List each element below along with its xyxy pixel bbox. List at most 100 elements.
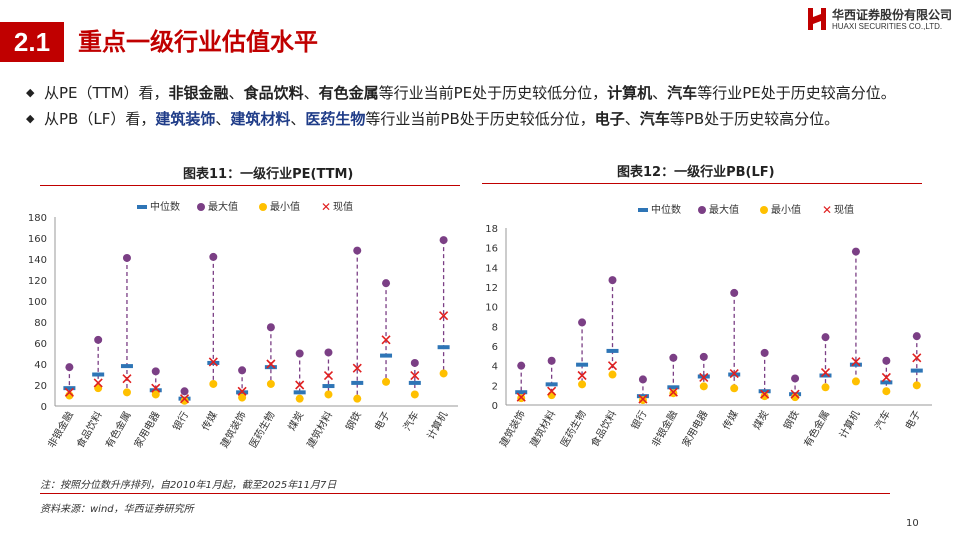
median-mark (849, 362, 862, 367)
summary-bullets: ◆ 从PE（TTM）看，非银金融、食品饮料、有色金属等行业当前PE处于历史较低分位… (26, 80, 956, 132)
bullet-diamond-icon: ◆ (26, 86, 35, 99)
section-number: 2.1 (0, 22, 64, 62)
current-point (237, 386, 247, 396)
current-point (607, 361, 618, 371)
max-point (353, 246, 362, 255)
max-point (638, 375, 647, 384)
max-point (578, 318, 587, 327)
bullet-text-run: 从PB（LF）看， (44, 110, 156, 128)
median-mark (149, 388, 162, 393)
max-point (547, 356, 556, 365)
bullet-pe: ◆ 从PE（TTM）看，非银金融、食品饮料、有色金属等行业当前PE处于历史较低分位… (26, 80, 956, 106)
min-point (578, 380, 587, 389)
y-tick-label: 40 (34, 360, 47, 371)
bullet-text-run: 等行业当前PB处于历史较低分位， (365, 110, 595, 128)
bullet-text-run: 等行业当前PE处于历史较低分位， (378, 84, 608, 102)
current-point (699, 372, 709, 383)
bullet-pb: ◆ 从PB（LF）看，建筑装饰、建筑材料、医药生物等行业当前PB处于历史较低分位，… (26, 106, 956, 132)
current-point (208, 357, 218, 367)
company-logo: 华西证券股份有限公司 HUAXI SECURITIES CO.,LTD. (808, 6, 958, 36)
x-category-label: 非银金融 (45, 409, 76, 450)
footnote-rule (40, 493, 890, 494)
current-point (323, 370, 334, 381)
median-mark (380, 353, 393, 358)
max-point (517, 361, 526, 370)
y-tick-label: 8 (492, 322, 498, 333)
min-point (821, 383, 830, 392)
max-point (65, 363, 74, 372)
source-note: 资料来源：wind，华西证券研究所 (40, 504, 194, 515)
legend-min-marker (259, 203, 267, 211)
x-category-label: 建筑装饰 (217, 409, 248, 450)
x-category-label: 汽车 (872, 408, 893, 432)
bullet-text-run: 医药生物 (305, 110, 366, 128)
max-point (439, 236, 448, 245)
legend-min-label: 最小值 (270, 200, 300, 213)
x-category-label: 医药生物 (246, 409, 277, 450)
max-point (760, 348, 769, 357)
min-point (882, 387, 891, 396)
legend-current-marker: ✕ (822, 203, 832, 217)
bullet-text-run: 计算机 (607, 84, 653, 102)
y-tick-label: 160 (28, 234, 47, 245)
median-mark (408, 380, 421, 385)
max-point (151, 367, 160, 376)
current-point (881, 372, 891, 383)
current-point (64, 387, 74, 397)
max-point (382, 279, 391, 288)
current-point (547, 386, 557, 396)
current-point (790, 389, 800, 399)
max-point (608, 276, 617, 285)
current-point (295, 380, 305, 390)
x-category-label: 家用电器 (131, 409, 162, 450)
median-mark (264, 365, 277, 370)
min-point (730, 384, 739, 393)
min-point (699, 382, 708, 391)
bullet-text-run: 、 (228, 84, 244, 102)
legend-median-label: 中位数 (651, 203, 681, 216)
footnote: 注：按照分位数升序排列，自2010年1月起，截至2025年11月7日 (40, 480, 337, 491)
median-mark (758, 389, 771, 394)
max-point (730, 288, 739, 297)
min-point (94, 384, 103, 393)
y-tick-label: 80 (34, 318, 47, 329)
y-tick-label: 14 (485, 263, 498, 274)
legend-min-label: 最小值 (771, 203, 801, 216)
x-category-label: 煤炭 (285, 409, 306, 433)
pb-chart: 0 2 4 6 8 10 12 14 16 18 中位数 最大值 最小值 ✕ 现值建筑装饰 建筑材料 医药生物食… (485, 203, 932, 449)
legend-max-marker (197, 203, 205, 211)
x-category-label: 钢铁 (343, 409, 364, 433)
x-category-label: 有色金属 (801, 408, 832, 449)
bullet-text-run: 从PE（TTM）看， (44, 84, 169, 102)
y-tick-label: 140 (28, 255, 47, 266)
bullet-text-run: 等PB处于历史较高分位。 (669, 110, 840, 128)
median-mark (322, 384, 335, 389)
max-point (238, 366, 247, 375)
chart1-rule (40, 185, 460, 186)
current-point (668, 387, 678, 397)
x-category-label: 传媒 (720, 409, 740, 432)
x-category-label: 非银金融 (649, 408, 680, 449)
bullet-diamond-icon: ◆ (26, 112, 35, 125)
y-tick-label: 16 (485, 244, 498, 255)
logo-cn-text: 华西证券股份有限公司 (832, 8, 953, 22)
current-point (638, 394, 648, 404)
x-category-label: 电子 (902, 408, 923, 432)
current-point (410, 370, 420, 381)
y-tick-label: 60 (34, 339, 47, 350)
median-mark (576, 362, 589, 367)
y-tick-label: 20 (34, 381, 47, 392)
min-point (439, 369, 448, 378)
max-point (851, 247, 860, 256)
logo-en-text: HUAXI SECURITIES CO.,LTD. (832, 22, 943, 31)
current-point (729, 368, 739, 379)
max-point (324, 348, 333, 357)
current-point (179, 394, 190, 404)
legend-median-marker (638, 208, 648, 212)
current-point (439, 311, 449, 321)
x-category-label: 银行 (628, 408, 649, 432)
median-mark (293, 390, 306, 395)
max-point (791, 374, 800, 383)
min-point (851, 377, 860, 386)
x-category-label: 医药生物 (557, 408, 588, 449)
